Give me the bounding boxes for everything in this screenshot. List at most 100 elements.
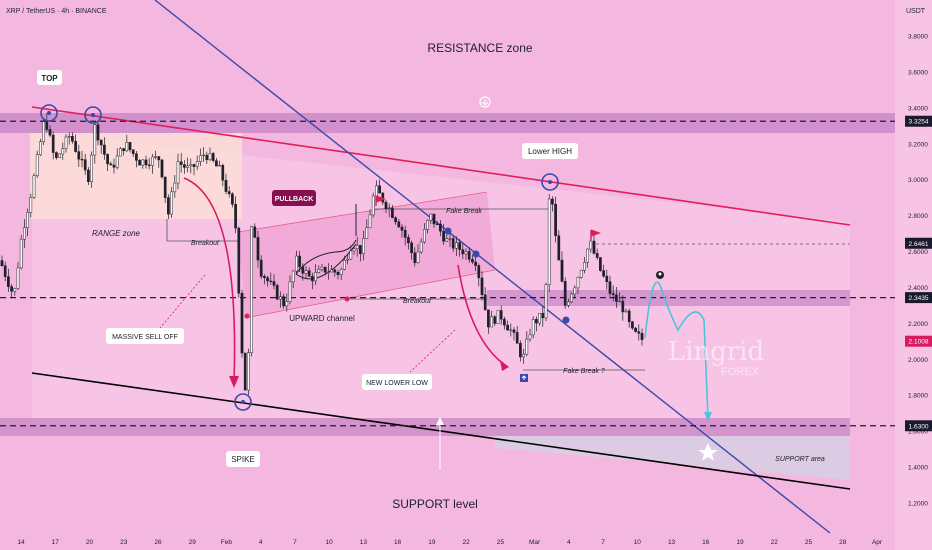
candle-body <box>528 334 532 340</box>
candle-body <box>531 319 535 336</box>
candle-body <box>237 227 241 294</box>
candle-body <box>259 259 263 277</box>
y-tick-label: 2.8000 <box>908 213 928 220</box>
candle-body <box>87 169 90 182</box>
price-tag-label: 2.3435 <box>909 295 929 302</box>
candle-body <box>423 229 426 243</box>
top-label-bg <box>37 70 62 85</box>
candle-body <box>378 185 381 194</box>
channel-dot-2 <box>344 296 350 302</box>
candle-body <box>125 142 129 152</box>
support-trend-line <box>31 372 851 490</box>
candle-body <box>618 300 621 303</box>
descending-trend-line <box>154 0 831 534</box>
candle-body <box>154 156 157 158</box>
candle-body <box>464 251 468 255</box>
sell-off-pointer <box>159 274 206 329</box>
candle-body <box>426 220 429 230</box>
lower-high-label: Lower HIGH <box>528 147 572 156</box>
x-tick-label: 4 <box>567 539 571 546</box>
candle-body <box>205 154 209 160</box>
channel-dot-1 <box>244 313 250 319</box>
candle-body <box>371 195 375 216</box>
candle-body <box>439 223 442 232</box>
candle-body <box>90 154 93 182</box>
x-tick-label: 13 <box>360 539 368 546</box>
candle-body <box>557 235 561 261</box>
y-tick-label: 3.4000 <box>908 105 928 112</box>
x-tick-label: 28 <box>839 539 847 546</box>
candle-body <box>35 154 39 177</box>
candle-body <box>176 161 180 184</box>
candle-body <box>67 136 71 138</box>
candle-body <box>589 240 593 250</box>
candle-body <box>397 221 401 228</box>
candle-body <box>138 160 141 166</box>
candle-body <box>416 251 420 263</box>
candle-body <box>112 164 116 168</box>
candle-body <box>432 213 436 225</box>
candle-body <box>458 242 461 250</box>
candle-body <box>570 293 573 303</box>
candle-body <box>51 134 55 153</box>
candle-body <box>563 281 567 306</box>
top-circle-2 <box>84 106 102 124</box>
candle-body <box>483 294 487 311</box>
spike-circle-dot <box>241 400 245 404</box>
candle-body <box>435 223 439 225</box>
candle-body <box>48 129 52 136</box>
top-circle-2-dot <box>91 113 95 117</box>
candle-body <box>96 124 100 141</box>
candle-body <box>224 180 228 192</box>
candle-body <box>39 141 42 155</box>
symbol-title: XRP / TetherUS · 4h · BINANCE <box>6 8 107 15</box>
candle-body <box>160 159 164 178</box>
price-tag-bg <box>905 237 932 249</box>
candle-body <box>519 343 522 358</box>
x-tick-label: 13 <box>668 539 676 546</box>
candle-body <box>624 310 628 313</box>
candle-body <box>263 276 266 279</box>
candle-body <box>579 270 583 278</box>
x-tick-label: 4 <box>259 539 263 546</box>
candle-body <box>512 329 516 333</box>
candle-body <box>522 353 525 358</box>
candle-body <box>131 149 135 154</box>
support-area-label: SUPPORT area <box>775 456 825 463</box>
time-axis: 14 17 20 23 26 29 Feb 4 7 10 13 16 19 22 25 Mar 4 7 10 13 16… <box>17 539 883 546</box>
candle-body <box>506 324 509 331</box>
lower-high-circle <box>541 173 559 191</box>
candle-body <box>195 161 199 167</box>
y-tick-label: 3.6000 <box>908 69 928 76</box>
candle-body <box>541 313 545 319</box>
projection-path <box>644 281 709 419</box>
candle-body <box>103 144 106 155</box>
candle-body <box>391 207 394 218</box>
breakout-label-1: Breakout <box>191 240 220 247</box>
candle-body <box>634 327 637 332</box>
candle-body <box>272 281 276 286</box>
spike-circle <box>234 393 252 411</box>
candle-body <box>243 352 247 391</box>
candle-body <box>167 197 170 215</box>
candle-body <box>115 155 119 168</box>
candle-body <box>595 253 599 258</box>
top-label: TOP <box>41 74 58 83</box>
candle-body <box>429 213 433 221</box>
candle-body <box>135 153 138 161</box>
candle-body <box>419 241 423 253</box>
candle-body <box>247 352 250 391</box>
y-tick-label: 3.0000 <box>908 177 928 184</box>
spike-label-bg <box>226 451 260 467</box>
candle-body <box>461 249 465 255</box>
candle-body <box>234 204 237 229</box>
candle-body <box>547 198 551 285</box>
y-tick-label: 1.4000 <box>908 465 928 472</box>
new-lower-low-label-bg <box>362 374 432 390</box>
candle-body <box>0 260 4 267</box>
flag-icon-2 <box>590 229 601 240</box>
candle-body <box>554 203 557 236</box>
dashed-levels <box>0 120 895 427</box>
fake-break-label-2: Fake Break ? <box>563 368 605 375</box>
